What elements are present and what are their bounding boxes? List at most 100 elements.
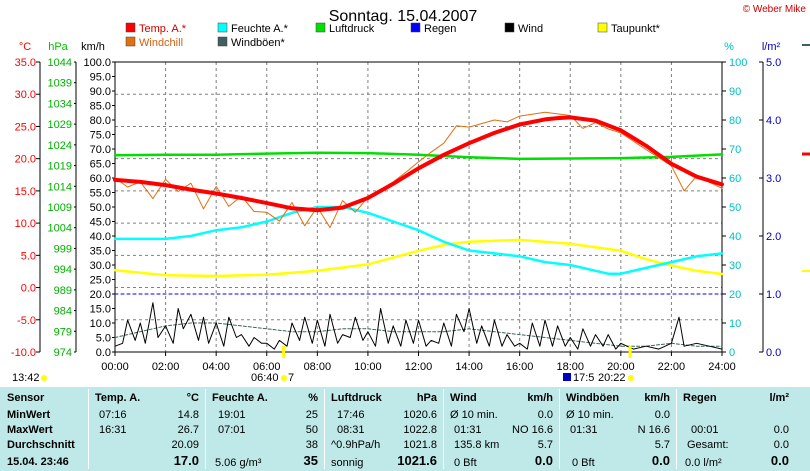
wind-tick-label: 40.0	[90, 231, 111, 243]
pressure-tick-label: 1044	[48, 57, 72, 69]
humidity-tick-label: 20	[729, 289, 741, 301]
pressure-now: 1021.6	[397, 453, 437, 468]
rain-header: Regen	[683, 392, 717, 404]
wind-header: Wind	[450, 392, 477, 404]
wind-now: 0.0	[534, 453, 553, 468]
weather-chart: Sonntag. 15.04.2007 © Weber Mike Temp. A…	[11, 4, 810, 384]
credit-label: © Weber Mike	[743, 4, 807, 15]
humidity-tick-label: 30	[729, 260, 741, 272]
legend-label-gust: Windböen*	[231, 37, 286, 49]
axis-units: °C hPa km/h% l/m²	[19, 41, 781, 53]
wind-tick-label: 75.0	[90, 130, 111, 142]
temp-now: 17.0	[173, 453, 199, 468]
series-layer	[113, 111, 724, 350]
x-tick-label: 02:00	[152, 361, 180, 373]
pressure-tick-label: 1029	[48, 119, 72, 131]
sunrise-suffix: 7	[288, 372, 294, 384]
pressure-tick-label: 989	[54, 285, 72, 297]
rain-tick-label: 2.0	[766, 231, 781, 243]
chart-title: Sonntag. 15.04.2007	[329, 8, 478, 25]
wind-tick-label: 65.0	[90, 159, 111, 171]
legend-swatch-wind	[504, 22, 515, 33]
row-label-min: MinWert	[7, 409, 51, 421]
temp-max: 26.7	[177, 424, 199, 436]
sunset-icon	[563, 373, 571, 381]
pressure-max: 1022.8	[403, 424, 437, 436]
pressure-forecast: sonnig	[331, 457, 364, 469]
x-tick-label: 04:00	[202, 361, 230, 373]
wind-axis-unit: km/h	[81, 41, 105, 53]
legend-label-windchill: Windchill	[139, 37, 183, 49]
wind-bft: 0 Bft	[454, 457, 477, 469]
humidity-min: 25	[305, 409, 318, 421]
wind-tick-label: 15.0	[90, 304, 111, 316]
humidity-avg: 38	[305, 439, 318, 451]
wind-tick-label: 30.0	[90, 260, 111, 272]
rain-tick-label: 1.0	[766, 289, 781, 301]
legend-swatch-pressure	[315, 22, 326, 33]
left-time-label: 13:42	[12, 372, 40, 384]
x-tick-label: 06:00	[253, 361, 281, 373]
humidity-tick-label: 90	[729, 86, 741, 98]
rain-tick-label: 3.0	[766, 173, 781, 185]
x-tick-label: 16:00	[506, 361, 534, 373]
pressure-min-time: 17:46	[337, 409, 365, 421]
pressure-tick-label: 1024	[48, 140, 72, 152]
pressure-trend: ^0.9hPa/h	[331, 439, 381, 451]
humidity-tick-label: 0	[729, 347, 735, 359]
x-tick-label: 08:00	[304, 361, 332, 373]
legend-swatch-humidity	[217, 22, 228, 33]
pressure-tick-label: 1004	[48, 223, 72, 235]
temp-unit: °C	[186, 392, 199, 404]
wind-tick-label: 0.0	[96, 347, 111, 359]
sunset-label: 20:22	[598, 372, 626, 384]
x-tick-label: 10:00	[354, 361, 382, 373]
pressure-tick-label: 1034	[48, 98, 72, 110]
wind-avg: 5.7	[537, 439, 553, 451]
wind-unit: km/h	[527, 392, 553, 404]
gust-max: N 16.6	[637, 424, 670, 436]
temp-tick-label: 25.0	[15, 121, 36, 133]
temp-tick-label: 20.0	[15, 154, 36, 166]
separator	[676, 389, 677, 469]
x-tick-label: 24:00	[708, 361, 736, 373]
rain-tick-label: 5.0	[766, 57, 781, 69]
legend-swatch-gust	[217, 36, 228, 47]
row-label-max: MaxWert	[7, 424, 53, 436]
temp-max-time: 16:31	[99, 424, 127, 436]
sunset-time-label: 17:5	[573, 372, 594, 384]
temp-avg: 20.09	[171, 439, 199, 451]
wind-tick-label: 10.0	[90, 318, 111, 330]
gust-max-time: 01:31	[570, 424, 598, 436]
right-edge-fragments	[802, 44, 810, 272]
rain-r1: 0.0	[773, 424, 789, 436]
sun-dot	[281, 375, 287, 381]
rain-tick-label: 0.0	[766, 347, 781, 359]
rain-unit: l/m²	[769, 392, 789, 404]
pressure-tick-label: 1019	[48, 161, 72, 173]
humidity-tick-label: 10	[729, 318, 741, 330]
series-line-wind	[114, 302, 723, 350]
pressure-tick-label: 994	[54, 264, 72, 276]
gust-bft: 0 Bft	[572, 457, 595, 469]
humidity-now: 35	[303, 453, 318, 468]
legend-swatch-rain	[410, 22, 421, 33]
temp-tick-label: -5.0	[17, 315, 36, 327]
separator	[443, 389, 444, 469]
col-sensor: Sensor MinWert MaxWert Durchschnitt 15.0…	[0, 387, 88, 471]
humidity-tick-label: 100	[729, 57, 747, 69]
series-line-feuchtea	[113, 205, 724, 275]
col-rain: Regen l/m² 00:01 0.0 Gesamt: 0.0 0.0 l/m…	[677, 387, 795, 471]
wind-tick-label: 20.0	[90, 289, 111, 301]
humidity-max: 50	[305, 424, 318, 436]
col-gust: Windböen km/h Ø 10 min. 0.0 01:31 N 16.6…	[560, 387, 676, 471]
legend-swatch-dewpoint	[597, 22, 608, 33]
separator	[88, 389, 89, 469]
legend-label-pressure: Luftdruck	[329, 23, 375, 35]
humidity-min-time: 19:01	[218, 409, 246, 421]
rain-tick-label: 4.0	[766, 115, 781, 127]
x-tick-label: 14:00	[455, 361, 483, 373]
humidity-tick-label: 40	[729, 231, 741, 243]
temp-tick-label: 10.0	[15, 218, 36, 230]
pressure-tick-label: 1009	[48, 202, 72, 214]
